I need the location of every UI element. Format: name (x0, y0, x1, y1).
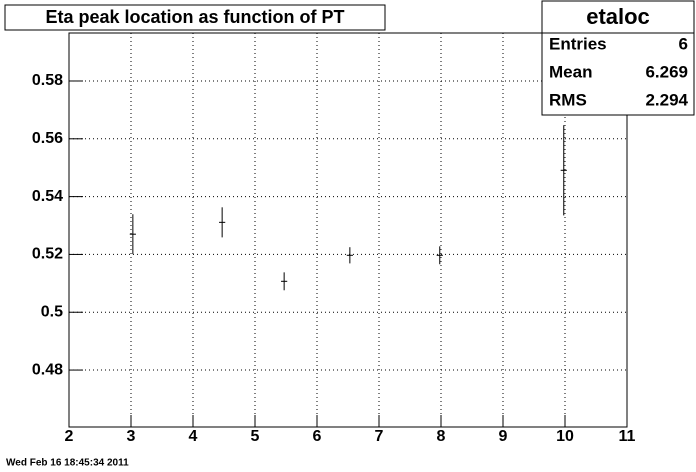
stats-box (541, 0, 695, 116)
y-tick-label: 0.48 (32, 361, 63, 378)
x-tick-label: 7 (375, 428, 384, 445)
x-tick-label: 2 (65, 428, 74, 445)
y-tick-label: 0.54 (32, 188, 63, 205)
x-tick-label: 11 (619, 428, 636, 445)
stats-label: Entries (549, 34, 607, 53)
x-tick-label: 10 (556, 428, 574, 445)
x-tick-label: 4 (189, 428, 198, 445)
y-tick-label: 0.58 (32, 72, 63, 89)
footer-date: Wed Feb 16 18:45:34 2011 (6, 458, 129, 469)
stats-label: Mean (549, 62, 592, 81)
stats-value: 6.269 (645, 62, 688, 81)
x-tick-label: 6 (313, 428, 322, 445)
stats-title: etaloc (586, 4, 650, 29)
x-tick-label: 9 (499, 428, 508, 445)
title-box (4, 4, 386, 31)
x-tick-label: 5 (251, 428, 260, 445)
y-tick-label: 0.5 (41, 303, 63, 320)
stats-label: RMS (549, 90, 587, 109)
chart-title: Eta peak location as function of PT (45, 7, 344, 27)
stats-value: 6 (679, 34, 688, 53)
y-tick-label: 0.56 (32, 130, 63, 147)
x-tick-label: 3 (127, 428, 136, 445)
stats-value: 2.294 (645, 90, 688, 109)
x-tick-label: 8 (437, 428, 446, 445)
y-tick-label: 0.52 (32, 246, 63, 263)
